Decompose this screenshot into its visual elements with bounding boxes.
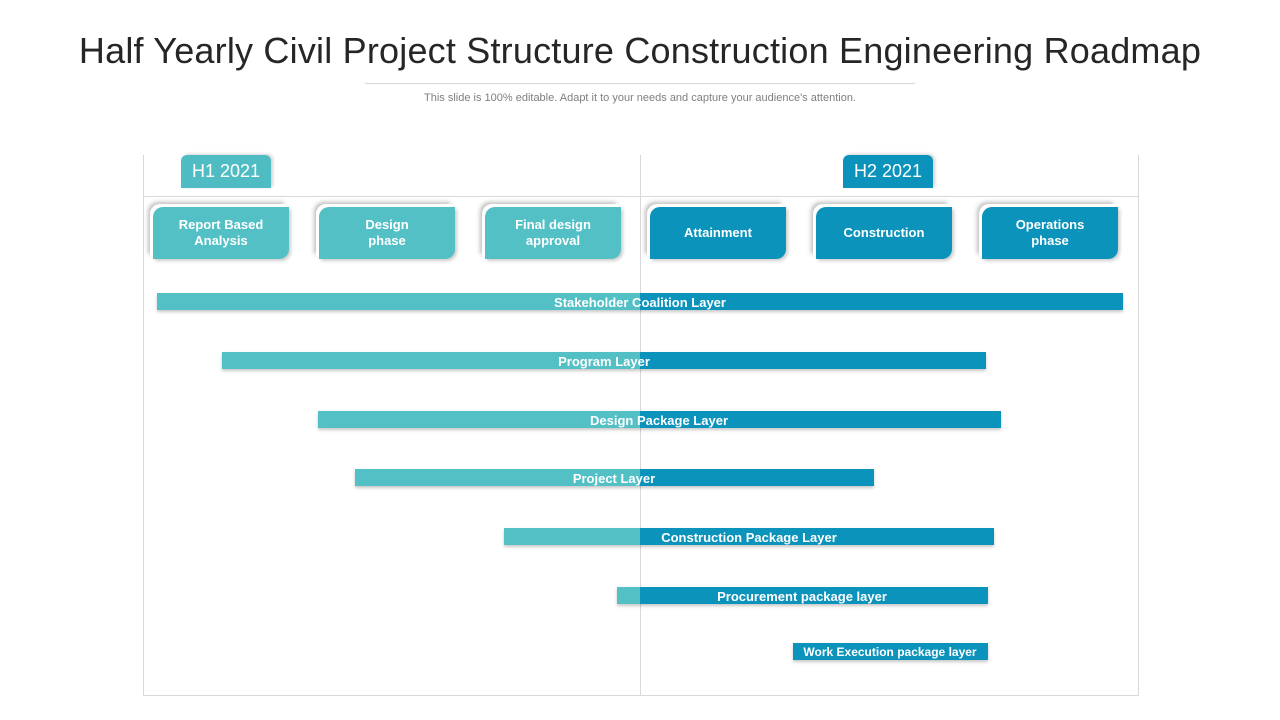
bar-stakeholder-coalition <box>157 293 1123 310</box>
bar-construction-package-label: Construction Package Layer <box>661 530 837 545</box>
phase-construction: Construction <box>816 207 952 259</box>
roadmap-frame <box>143 155 1139 696</box>
header-divider <box>143 196 1139 197</box>
phase-design: Design phase <box>319 207 455 259</box>
bar-project <box>355 469 874 486</box>
bar-stakeholder-coalition-label: Stakeholder Coalition Layer <box>554 295 726 310</box>
bar-program <box>222 352 986 369</box>
bar-design-package <box>318 411 1001 428</box>
bar-construction-package <box>504 528 994 545</box>
bar-work-execution-package <box>793 643 988 660</box>
bar-procurement-package-label: Procurement package layer <box>717 589 887 604</box>
phase-operations: Operations phase <box>982 207 1118 259</box>
phase-final-design-approval: Final design approval <box>485 207 621 259</box>
page-title: Half Yearly Civil Project Structure Cons… <box>78 30 1202 71</box>
title-divider <box>365 83 915 84</box>
half-tab-h2: H2 2021 <box>843 155 933 188</box>
bar-project-label: Project Layer <box>572 471 656 486</box>
half-tab-h1: H1 2021 <box>181 155 271 188</box>
page-subtitle: This slide is 100% editable. Adapt it to… <box>424 92 856 104</box>
phase-attainment: Attainment <box>650 207 786 259</box>
bar-procurement-package <box>617 587 988 604</box>
bar-work-execution-package-label: Work Execution package layer <box>803 645 977 659</box>
phase-report-based-analysis: Report Based Analysis <box>153 207 289 259</box>
bar-design-package-label: Design Package Layer <box>589 413 729 428</box>
bar-program-label: Program Layer <box>558 354 650 369</box>
